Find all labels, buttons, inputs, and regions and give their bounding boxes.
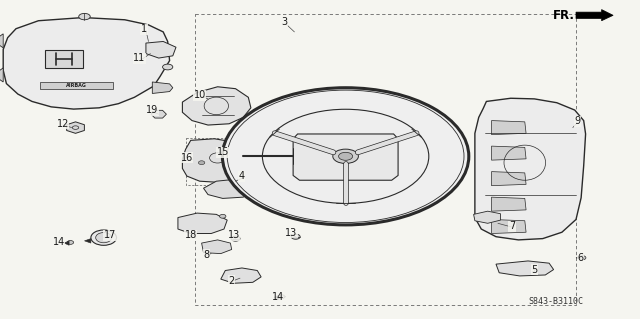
Ellipse shape [220,214,226,218]
Polygon shape [182,139,259,182]
Text: 14: 14 [272,292,285,302]
Text: 4: 4 [239,171,245,181]
Text: 15: 15 [216,147,229,158]
Polygon shape [492,219,526,234]
Polygon shape [576,256,580,260]
Polygon shape [475,98,586,240]
Text: 9: 9 [574,116,580,126]
Polygon shape [492,197,526,211]
Text: AIRBAG: AIRBAG [67,83,87,88]
Ellipse shape [223,88,468,225]
Polygon shape [84,239,91,243]
Polygon shape [496,261,554,276]
Text: 6: 6 [577,253,584,263]
Ellipse shape [262,109,429,204]
Text: 18: 18 [184,230,197,241]
Bar [40,82,113,89]
Polygon shape [64,241,69,245]
Text: 3: 3 [282,17,288,27]
Text: 17: 17 [104,230,116,241]
Bar [45,50,83,68]
Bar [195,14,576,305]
Text: FR.: FR. [553,9,575,22]
Polygon shape [492,121,526,135]
Polygon shape [474,211,500,223]
Polygon shape [293,134,398,180]
Ellipse shape [579,256,586,260]
Text: 10: 10 [193,90,206,100]
Ellipse shape [291,234,300,239]
Ellipse shape [163,64,173,70]
Text: 12: 12 [56,119,69,129]
Text: 7: 7 [509,221,515,232]
Polygon shape [67,122,84,133]
Text: 14: 14 [52,237,65,248]
Polygon shape [3,18,170,109]
Text: 2: 2 [228,276,235,286]
Polygon shape [146,41,176,58]
Text: 5: 5 [531,264,538,275]
Ellipse shape [339,152,353,160]
Bar [186,138,262,185]
Ellipse shape [67,241,74,244]
Text: 8: 8 [203,249,209,260]
Polygon shape [204,179,255,198]
Polygon shape [152,82,173,93]
Polygon shape [202,240,232,254]
Ellipse shape [333,149,358,164]
Polygon shape [0,34,3,48]
Polygon shape [492,172,526,186]
Ellipse shape [227,161,234,165]
Text: 13: 13 [285,228,298,238]
Polygon shape [152,44,173,55]
Polygon shape [0,68,3,82]
Text: 19: 19 [146,105,159,115]
Polygon shape [182,87,251,125]
Text: 13: 13 [227,230,240,241]
Polygon shape [274,295,279,300]
Ellipse shape [79,13,90,20]
Ellipse shape [91,230,116,245]
Polygon shape [492,146,526,160]
Text: 16: 16 [180,153,193,163]
Ellipse shape [231,236,240,241]
Polygon shape [221,268,261,283]
Text: 11: 11 [133,53,146,63]
Text: S843-B3110C: S843-B3110C [528,297,583,306]
Polygon shape [151,110,166,118]
Polygon shape [576,10,613,21]
Ellipse shape [96,233,112,243]
Ellipse shape [278,295,285,299]
Text: 1: 1 [141,24,147,34]
Ellipse shape [198,161,205,165]
Polygon shape [178,213,227,234]
